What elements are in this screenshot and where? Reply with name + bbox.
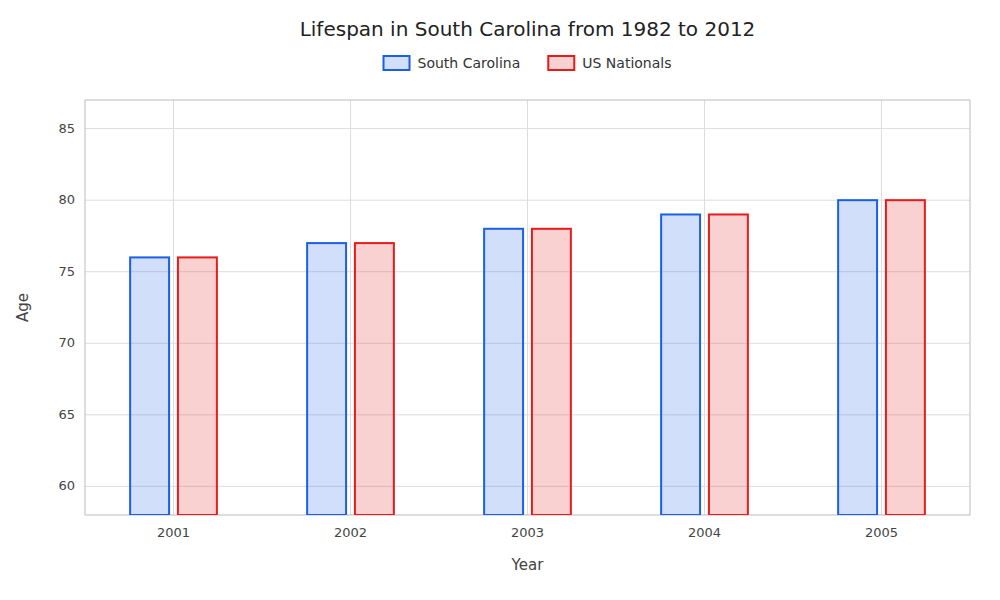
legend-swatch: [548, 56, 574, 70]
y-tick-label: 80: [58, 192, 75, 207]
bar: [130, 257, 169, 515]
legend-label: US Nationals: [582, 55, 671, 71]
bar: [886, 200, 925, 515]
x-tick-label: 2002: [334, 525, 367, 540]
plot-frame: [85, 100, 970, 515]
bars: [130, 200, 925, 515]
y-tick-label: 70: [58, 335, 75, 350]
chart-container: Lifespan in South Carolina from 1982 to …: [0, 0, 1000, 600]
legend-item: US Nationals: [548, 55, 671, 71]
x-grid-line: [527, 100, 528, 515]
x-grid-line: [704, 100, 705, 515]
x-tick-label: 2001: [157, 525, 190, 540]
legend-item: South Carolina: [384, 55, 521, 71]
y-tick-label: 75: [58, 264, 75, 279]
legend: South Carolina US Nationals: [384, 55, 672, 71]
x-grid-line: [173, 100, 174, 515]
y-axis-label: Age: [14, 293, 32, 322]
x-grid-line: [350, 100, 351, 515]
bar: [178, 257, 217, 515]
y-tick-label: 60: [58, 478, 75, 493]
grid: [85, 100, 970, 515]
x-grid-line: [881, 100, 882, 515]
bar: [484, 229, 523, 515]
x-axis-label: Year: [511, 556, 545, 574]
x-tick-label: 2005: [865, 525, 898, 540]
legend-label: South Carolina: [418, 55, 521, 71]
bar: [838, 200, 877, 515]
chart-svg: Lifespan in South Carolina from 1982 to …: [0, 0, 1000, 600]
bar: [307, 243, 346, 515]
x-tick-label: 2004: [688, 525, 721, 540]
y-tick-label: 85: [58, 121, 75, 136]
y-tick-label: 65: [58, 407, 75, 422]
bar: [661, 214, 700, 515]
bar: [355, 243, 394, 515]
legend-swatch: [384, 56, 410, 70]
bar: [709, 214, 748, 515]
title: Lifespan in South Carolina from 1982 to …: [300, 17, 756, 41]
bar: [532, 229, 571, 515]
x-tick-label: 2003: [511, 525, 544, 540]
